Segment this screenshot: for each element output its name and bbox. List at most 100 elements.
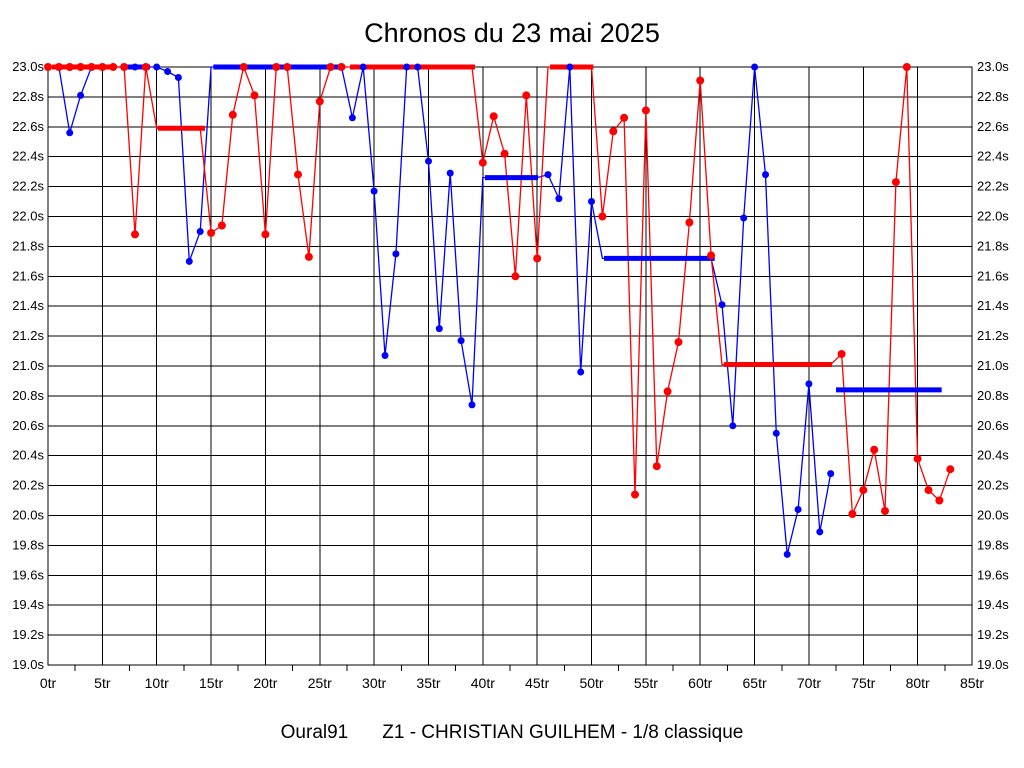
y-tick-label: 21.4s	[12, 298, 44, 313]
red-driver-lap-point	[935, 496, 944, 505]
x-tick-label: 65tr	[743, 675, 767, 691]
plot-grid	[47, 66, 973, 666]
blue-driver-lap-point	[468, 401, 476, 409]
y-tick-label: 21.2s	[977, 328, 1009, 343]
blue-driver-lap-point	[794, 506, 802, 513]
red-driver-lap-point	[131, 230, 139, 239]
red-driver-lap-point	[141, 63, 150, 71]
y-tick-label: 21.6s	[977, 268, 1009, 283]
red-driver-line	[48, 64, 951, 515]
blue-driver-lap-point	[805, 380, 813, 388]
red-driver-lap-point	[217, 221, 226, 230]
red-driver-dots	[44, 63, 955, 518]
blue-driver-lap-point	[185, 257, 193, 265]
blue-driver-lap-point	[196, 228, 204, 235]
y-tick-label: 19.0s	[12, 657, 44, 672]
red-driver-lap-point	[65, 63, 74, 71]
red-driver-lap-point	[109, 63, 118, 71]
x-tick-label: 40tr	[471, 675, 495, 691]
blue-driver-lap-point	[392, 250, 400, 258]
blue-driver-lap-point	[370, 187, 378, 195]
y-tick-label: 20.6s	[12, 418, 44, 433]
red-driver-lap-point	[98, 63, 107, 71]
x-tick-label: 10tr	[145, 675, 169, 691]
red-driver-lap-point	[304, 252, 313, 261]
red-driver-lap-point	[76, 63, 85, 71]
red-driver-lap-point	[272, 63, 281, 71]
red-driver-lap-point	[500, 149, 509, 158]
red-driver-lap-point	[228, 110, 237, 119]
y-tick-label: 19.4s	[977, 597, 1009, 612]
blue-driver-lap-point	[588, 198, 595, 205]
red-driver-lap-point	[631, 490, 639, 499]
red-driver-lap-point	[337, 63, 346, 71]
blue-driver-lap-point	[751, 63, 759, 71]
plot-frame	[47, 66, 973, 666]
red-driver-lap-point	[881, 507, 889, 515]
y-tick-label: 20.0s	[977, 508, 1009, 523]
y-tick-label: 20.8s	[12, 388, 44, 403]
chart-title: Chronos du 23 mai 2025	[364, 18, 660, 48]
blue-driver-lap-point	[164, 68, 172, 75]
x-tick-label: 15tr	[199, 675, 223, 691]
red-driver-lap-point	[913, 454, 922, 463]
x-tick-label: 50tr	[579, 675, 603, 691]
y-tick-label: 22.8s	[977, 89, 1009, 104]
red-driver-lap-point	[859, 486, 868, 495]
y-tick-label: 22.2s	[977, 179, 1009, 194]
blue-driver-lap-point	[827, 470, 835, 478]
blue-driver-lap-point	[381, 352, 389, 359]
y-tick-label: 19.6s	[12, 567, 44, 582]
y-tick-label: 20.2s	[977, 478, 1009, 493]
x-tick-label: 20tr	[253, 675, 277, 691]
red-driver-lap-point	[533, 254, 542, 263]
red-driver-lap-point	[326, 63, 335, 71]
blue-driver-lap-point	[414, 63, 422, 71]
red-driver-lap-point	[522, 91, 531, 100]
y-tick-label: 21.8s	[977, 238, 1009, 253]
x-tick-label: 85tr	[960, 675, 984, 691]
x-axis-labels: 0tr 5tr 10tr 15tr 20tr 25tr 30tr 35tr 40tr 45tr 50…	[40, 675, 985, 691]
blue-driver-lap-point	[729, 422, 737, 430]
blue-driver-lap-point	[783, 550, 791, 558]
footer-club: Oural91	[280, 722, 349, 743]
red-driver-lap-point	[598, 212, 607, 221]
blue-driver-lap-point	[555, 195, 563, 203]
blue-driver-lap-point	[566, 63, 574, 71]
blue-driver-lap-point	[131, 63, 139, 71]
y-tick-label: 22.4s	[12, 149, 44, 164]
y-tick-label: 20.6s	[977, 418, 1009, 433]
y-tick-label: 21.0s	[12, 358, 44, 373]
red-driver-lap-point	[239, 63, 248, 71]
red-driver-lap-point	[674, 338, 683, 347]
red-driver-lap-point	[283, 63, 292, 71]
y-tick-label: 22.0s	[977, 209, 1009, 224]
y-tick-label: 21.2s	[12, 328, 44, 343]
red-driver-lap-point	[641, 106, 650, 115]
red-driver-lap-point	[946, 465, 955, 474]
footer-caption: Oural91 Z1 - CHRISTIAN GUILHEM - 1/8 clas…	[0, 722, 1024, 744]
blue-driver-lap-point	[435, 325, 443, 333]
red-driver-lap-point	[478, 158, 487, 167]
red-driver-lap-point	[696, 76, 705, 85]
blue-driver-lap-point	[577, 368, 585, 376]
y-tick-label: 22.8s	[12, 89, 44, 104]
red-driver-lap-point	[294, 170, 302, 179]
blue-driver-dots	[44, 63, 835, 558]
x-minor-ticks	[74, 665, 946, 671]
y-tick-label: 22.6s	[12, 119, 44, 134]
blue-driver-lap-point	[446, 169, 454, 177]
y-tick-label: 19.8s	[977, 537, 1009, 552]
red-driver-lap-point	[261, 230, 270, 239]
red-driver-lap-point	[663, 387, 672, 396]
y-tick-label: 23.0s	[977, 59, 1009, 74]
y-axis-labels-right: 23.0s 22.8s 22.6s 22.4s 22.2s 22.0s 21.8s 21.6s…	[977, 59, 1009, 672]
footer-heat: Z1 - CHRISTIAN GUILHEM - 1/8 classique	[382, 722, 744, 743]
x-tick-label: 45tr	[525, 675, 549, 691]
red-driver-lap-point	[837, 350, 846, 358]
y-tick-label: 21.8s	[12, 238, 44, 253]
red-driver-lap-point	[315, 97, 324, 106]
y-tick-label: 23.0s	[12, 59, 44, 74]
